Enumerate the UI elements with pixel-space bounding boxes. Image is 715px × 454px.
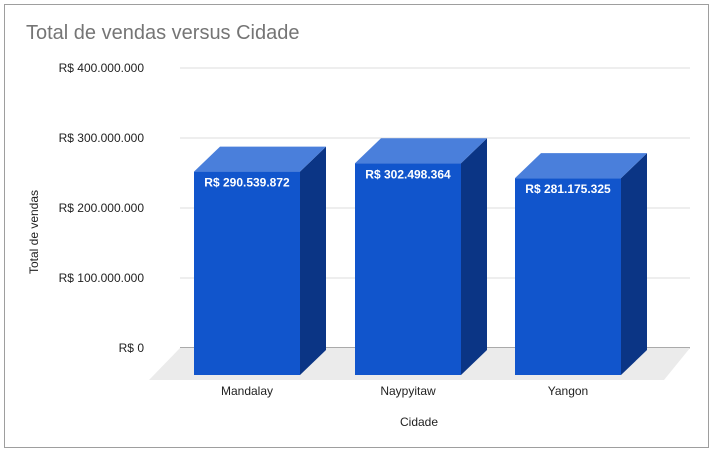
x-tick-label: Mandalay (221, 384, 273, 398)
bar-top-face (194, 146, 326, 172)
bar-top-face (515, 153, 647, 179)
bar: R$ 281.175.325 (515, 153, 647, 375)
bar-layer: R$ 290.539.872 R$ 302.498.364 R$ 281.175.3… (194, 138, 647, 375)
bar-front-face (355, 163, 461, 375)
bar-front-face (194, 171, 300, 375)
y-tick-label: R$ 300.000.000 (59, 131, 145, 145)
x-tick-label: Yangon (548, 384, 588, 398)
bar-front-face (515, 178, 621, 375)
y-tick-label: R$ 400.000.000 (59, 61, 145, 75)
y-axis-title: Total de vendas (27, 190, 41, 274)
y-tick-label: R$ 100.000.000 (59, 271, 145, 285)
bar-data-label: R$ 302.498.364 (365, 167, 451, 181)
y-tick-label: R$ 200.000.000 (59, 201, 145, 215)
x-axis-title: Cidade (400, 415, 438, 429)
x-tick-label: Naypyitaw (380, 384, 436, 398)
bar-side-face (300, 146, 326, 375)
y-tick-label: R$ 0 (119, 341, 145, 355)
chart-title: Total de vendas versus Cidade (26, 22, 300, 44)
bar: R$ 302.498.364 (355, 138, 487, 375)
bar-data-label: R$ 281.175.325 (525, 182, 611, 196)
bar-side-face (621, 153, 647, 375)
bar-top-face (355, 138, 487, 164)
x-tick-layer: Mandalay Naypyitaw Yangon (221, 384, 588, 398)
bar: R$ 290.539.872 (194, 146, 326, 375)
y-tick-layer: R$ 0 R$ 100.000.000 R$ 200.000.000 R$ 300.0… (59, 61, 145, 355)
bar-side-face (461, 138, 487, 375)
bar-data-label: R$ 290.539.872 (204, 176, 290, 190)
